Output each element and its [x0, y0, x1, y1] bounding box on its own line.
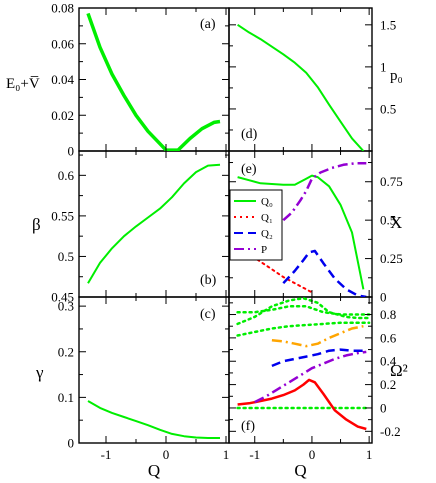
y-axis-label-f: Ω² — [390, 361, 408, 380]
y-tick-label: 0.1 — [58, 390, 74, 405]
y-tick-label: 0.2 — [380, 377, 396, 392]
panel-f-series-line-5 — [236, 321, 371, 337]
y-tick-label: 0.8 — [380, 307, 396, 322]
x-tick-label: -1 — [249, 447, 260, 462]
panel-f-series-group — [236, 297, 371, 431]
y-tick-label: 0 — [68, 436, 75, 451]
text-layer: 0 0.02 0.04 0.06 0.08 (a) E₀+V̅ 0.45 0.5 0.55 0.6 (… — [6, 1, 408, 481]
y-tick-label: 0 — [380, 290, 387, 305]
panel-a-series-line-0 — [86, 12, 221, 151]
panel-e-series-line-3 — [282, 162, 367, 222]
y-tick-label: 0.5 — [58, 249, 74, 264]
y-tick-label: 0.5 — [380, 101, 396, 116]
y-tick-label: 0.45 — [51, 290, 74, 305]
panel-c-series-group — [87, 400, 220, 439]
y-axis-label-d: p₀ — [390, 68, 403, 84]
panel-frame-f — [228, 296, 373, 444]
y-tick-label: 0.04 — [51, 72, 74, 87]
legend-label: P — [261, 244, 267, 256]
panel-d-series-group — [237, 23, 365, 151]
y-tick-label: 0.06 — [51, 36, 74, 51]
x-tick-label: 1 — [223, 447, 230, 462]
y-tick-label: 0.55 — [51, 208, 74, 223]
y-tick-label: 0.02 — [51, 108, 74, 123]
x-tick-label: 1 — [366, 447, 373, 462]
panel-f-series-line-3 — [271, 348, 364, 368]
y-tick-label: 0 — [68, 144, 75, 159]
panel-f-series-line-1 — [237, 378, 367, 431]
y-tick-label: 0.3 — [58, 299, 74, 314]
panel-c-series-line-0 — [87, 400, 220, 439]
y-tick-label: -0.2 — [380, 424, 401, 439]
legend-label: Q₀ — [261, 196, 273, 208]
y-tick-label: 0.75 — [380, 174, 403, 189]
legend-label: Q₂ — [261, 228, 273, 240]
x-tick-label: 0 — [163, 447, 170, 462]
panel-label-e: (e) — [241, 162, 257, 177]
panel-b-series-line-0 — [87, 163, 221, 284]
y-tick-label: 0.6 — [58, 168, 75, 183]
x-axis-label: Q — [294, 461, 306, 480]
panel-b-series-group — [87, 163, 221, 284]
panel-frames — [78, 7, 373, 444]
legend-label: Q₁ — [261, 212, 273, 224]
y-tick-label: 0.2 — [58, 344, 74, 359]
y-axis-label-a: E₀+V̅ — [6, 76, 40, 92]
panel-e-series-line-0 — [237, 174, 365, 290]
y-axis-label-c: γ — [35, 363, 44, 382]
x-tick-label: 0 — [309, 447, 316, 462]
panel-a-series-group — [86, 12, 221, 151]
panel-d-series-line-0 — [237, 23, 365, 151]
y-tick-label: 0 — [380, 400, 387, 415]
panel-label-d: (d) — [241, 127, 258, 142]
y-tick-label: 1 — [380, 59, 387, 74]
panel-e-series-line-2 — [282, 249, 367, 297]
panel-f-series-line-4 — [271, 324, 364, 348]
y-axis-label-e: X — [390, 213, 402, 232]
panel-label-c: (c) — [200, 307, 216, 322]
panel-label-a: (a) — [200, 17, 216, 32]
panel-label-f: (f) — [241, 419, 255, 434]
panel-f-series-line-7 — [236, 297, 371, 326]
y-tick-label: 1.5 — [380, 17, 396, 32]
y-tick-label: 0.08 — [51, 1, 74, 16]
panel-f-series-line-2 — [254, 350, 367, 404]
panel-label-b: (b) — [200, 273, 217, 288]
y-tick-label: 0.6 — [380, 330, 397, 345]
series-layer — [86, 12, 371, 439]
x-axis-label: Q — [148, 461, 160, 480]
panel-e-series-group — [236, 162, 367, 297]
panel-e-series-line-1 — [236, 245, 313, 294]
y-axis-label-b: β — [32, 215, 41, 234]
y-tick-label: 0.5 — [380, 213, 396, 228]
tick-layer — [79, 7, 372, 444]
y-tick-label: 0.4 — [380, 354, 397, 369]
panel-f-series-line-6 — [236, 305, 371, 316]
y-tick-label: 0.25 — [380, 251, 403, 266]
x-tick-label: -1 — [101, 447, 112, 462]
